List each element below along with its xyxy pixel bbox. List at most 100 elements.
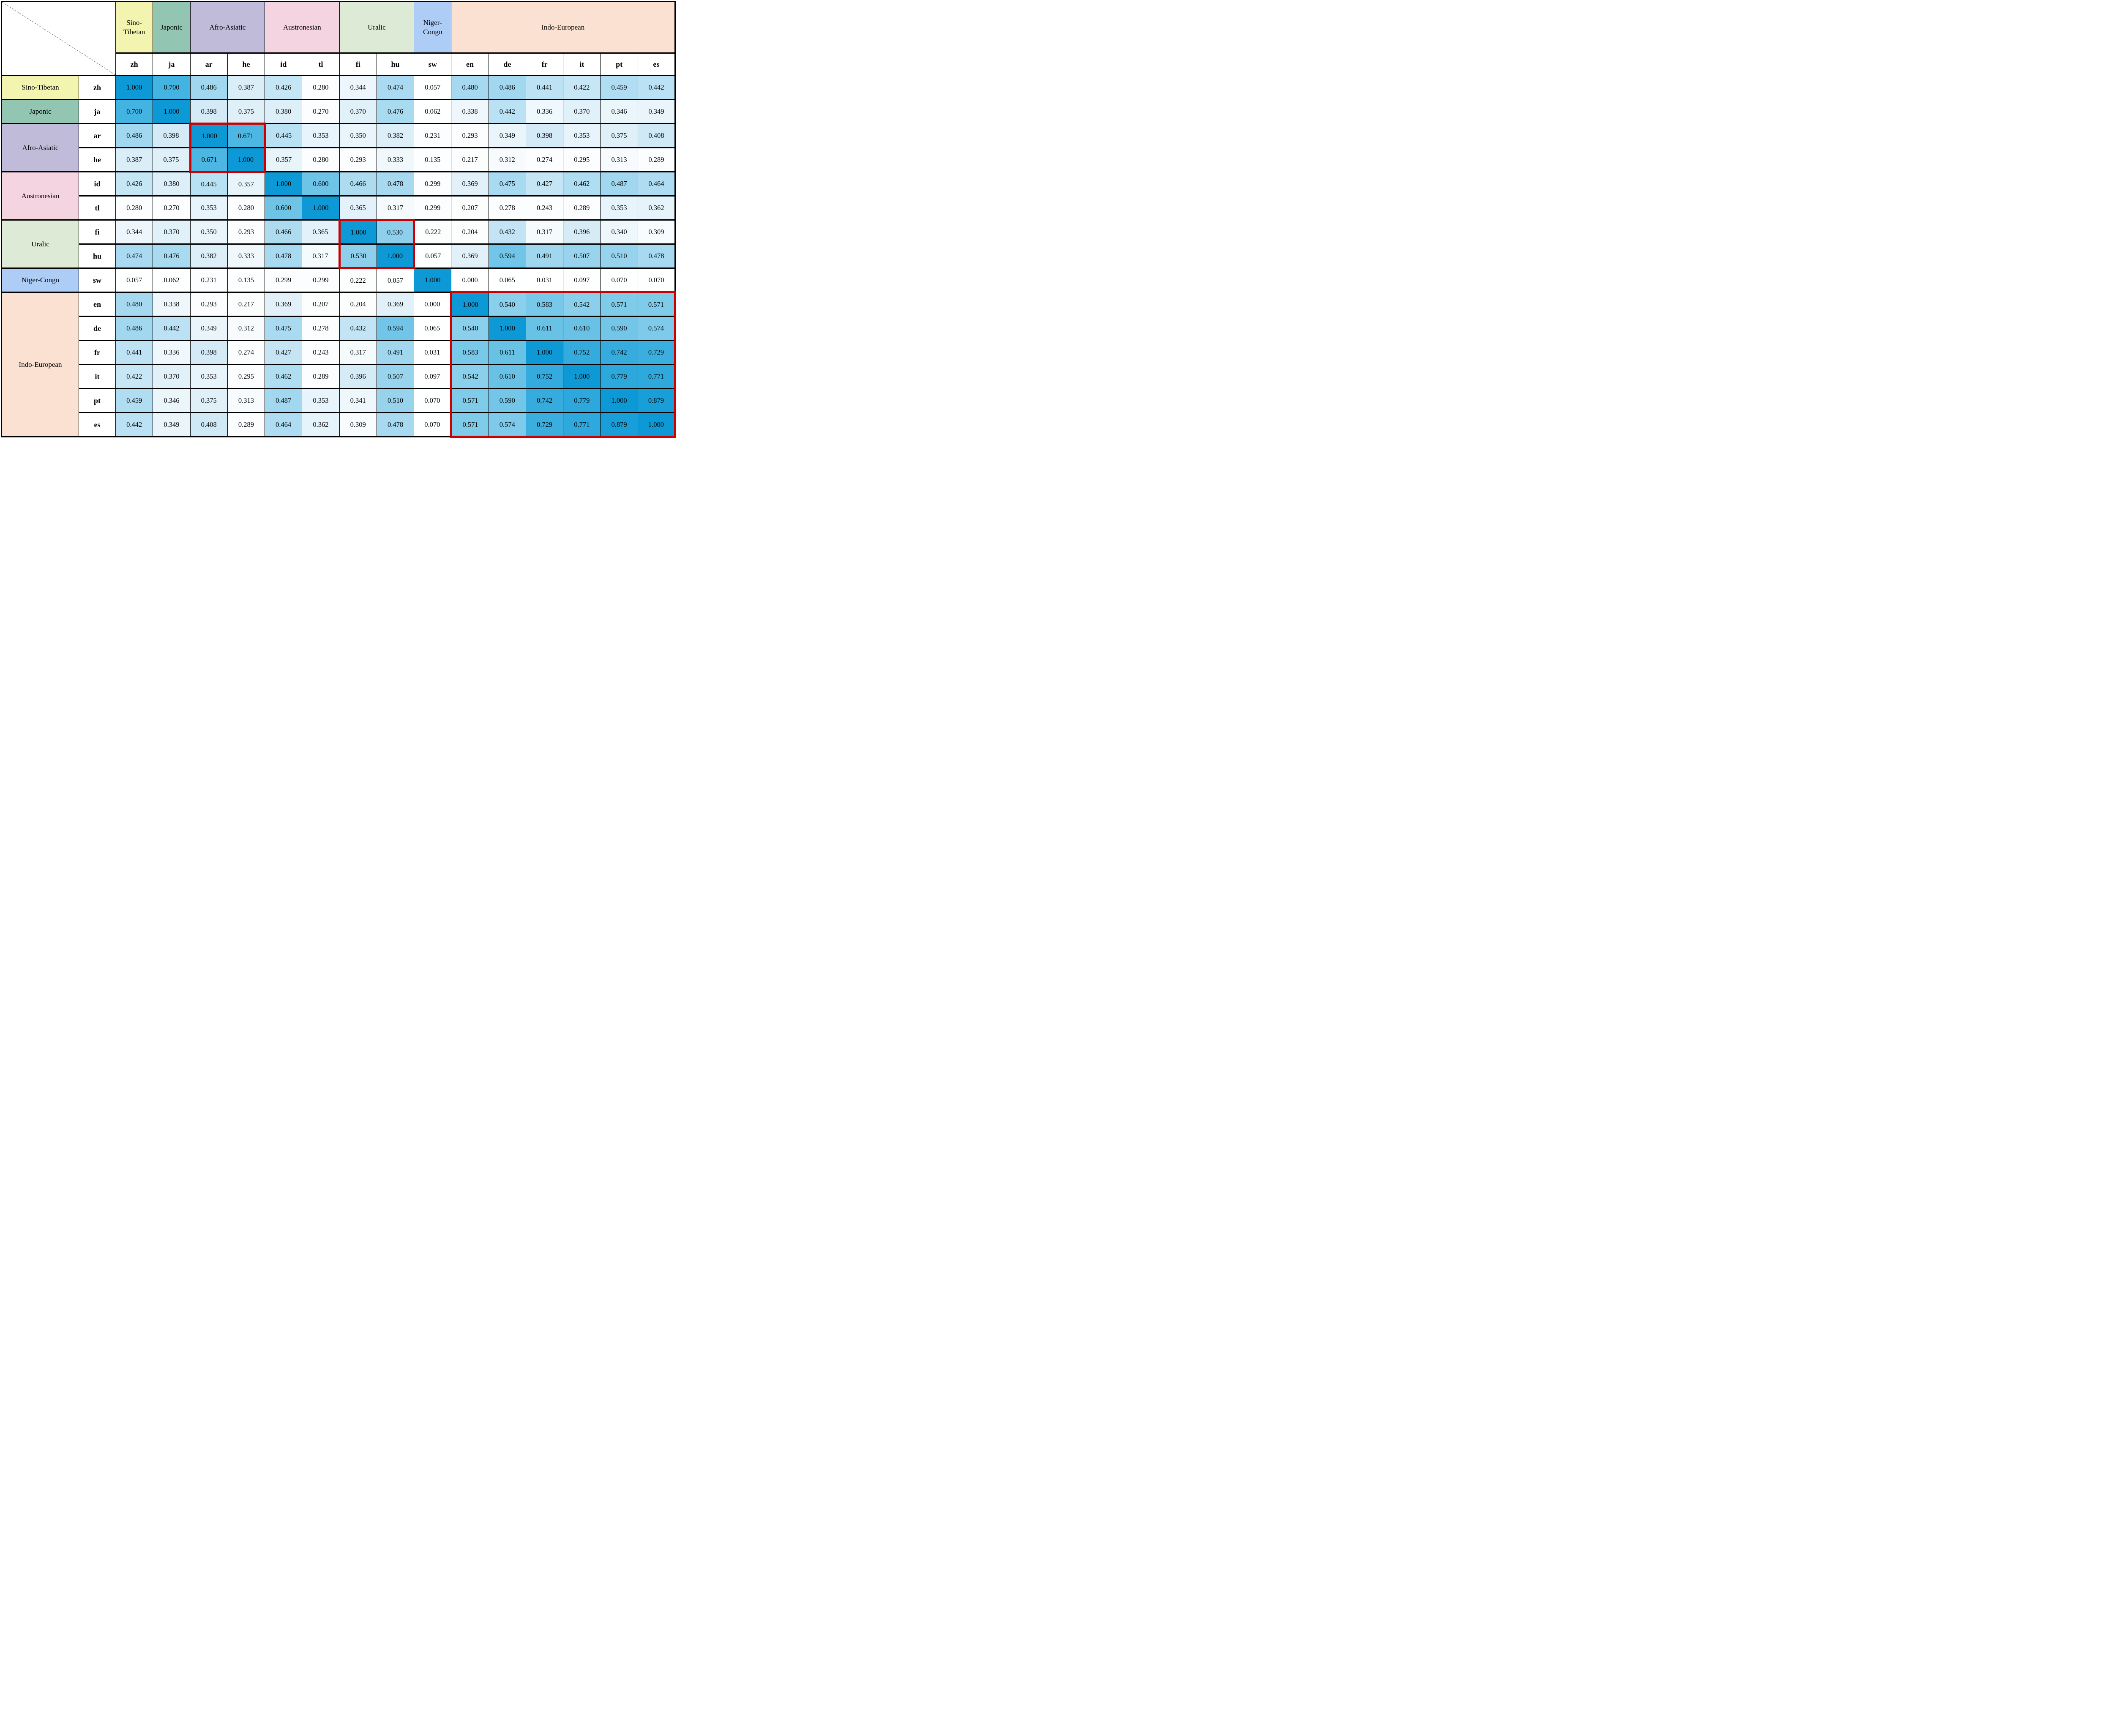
- cell-it-it: 1.000: [563, 364, 601, 389]
- cell-de-pt: 0.590: [600, 316, 638, 341]
- cell-zh-id: 0.426: [265, 75, 303, 100]
- cell-de-it: 0.610: [563, 316, 601, 341]
- cell-en-en: 1.000: [450, 291, 489, 317]
- cell-ja-es: 0.349: [637, 99, 676, 124]
- row-header-de: de: [79, 316, 116, 341]
- row-header-sw: sw: [79, 267, 116, 293]
- cell-en-fr: 0.583: [525, 291, 564, 317]
- col-header-zh: zh: [115, 52, 153, 76]
- cell-id-en: 0.369: [451, 171, 489, 197]
- col-header-he: he: [227, 52, 265, 76]
- cell-hu-id: 0.478: [265, 243, 303, 269]
- cell-id-hu: 0.478: [376, 171, 415, 197]
- row-header-es: es: [79, 412, 116, 437]
- cell-de-de: 1.000: [488, 316, 526, 341]
- cell-pt-hu: 0.510: [376, 388, 415, 413]
- cell-it-fr: 0.752: [525, 364, 564, 389]
- row-header-fr: fr: [79, 340, 116, 365]
- cell-he-fr: 0.274: [525, 147, 564, 172]
- cell-tl-hu: 0.317: [376, 195, 415, 221]
- cell-he-tl: 0.280: [302, 147, 340, 172]
- cell-de-es: 0.574: [637, 316, 677, 341]
- cell-hu-ar: 0.382: [190, 243, 228, 269]
- col-header-es: es: [637, 52, 676, 76]
- cell-he-de: 0.312: [488, 147, 526, 172]
- cell-pt-en: 0.571: [450, 388, 489, 413]
- col-header-id: id: [265, 52, 303, 76]
- cell-it-zh: 0.422: [115, 364, 153, 389]
- cell-zh-fr: 0.441: [525, 75, 564, 100]
- cell-zh-tl: 0.280: [302, 75, 340, 100]
- cell-de-tl: 0.278: [302, 316, 340, 341]
- cell-sw-ar: 0.231: [190, 267, 228, 293]
- cell-pt-he: 0.313: [227, 388, 265, 413]
- family-header-sino-tibetan: Sino-Tibetan: [115, 1, 153, 54]
- cell-tl-ja: 0.270: [153, 195, 191, 221]
- cell-he-id: 0.357: [265, 147, 303, 172]
- cell-it-ja: 0.370: [153, 364, 191, 389]
- cell-en-zh: 0.480: [115, 292, 153, 317]
- cell-sw-sw: 1.000: [414, 267, 452, 293]
- row-header-ar: ar: [79, 123, 116, 148]
- cell-sw-it: 0.097: [563, 267, 601, 293]
- cell-fr-it: 0.752: [563, 340, 601, 365]
- cell-tl-en: 0.207: [451, 195, 489, 221]
- cell-en-hu: 0.369: [376, 292, 415, 317]
- cell-it-ar: 0.353: [190, 364, 228, 389]
- cell-hu-es: 0.478: [637, 243, 676, 269]
- cell-es-fr: 0.729: [525, 412, 564, 438]
- cell-hu-fi: 0.530: [338, 243, 377, 269]
- cell-hu-ja: 0.476: [153, 243, 191, 269]
- cell-pt-de: 0.590: [488, 388, 526, 413]
- cell-id-ar: 0.445: [190, 171, 228, 197]
- cell-es-de: 0.574: [488, 412, 526, 438]
- cell-tl-tl: 1.000: [302, 195, 340, 221]
- family-header-niger-congo: Niger-Congo: [414, 1, 452, 54]
- cell-he-es: 0.289: [637, 147, 676, 172]
- cell-he-he: 1.000: [227, 147, 266, 173]
- cell-ar-sw: 0.231: [414, 123, 452, 148]
- cell-en-tl: 0.207: [302, 292, 340, 317]
- cell-ja-ar: 0.398: [190, 99, 228, 124]
- cell-pt-zh: 0.459: [115, 388, 153, 413]
- cell-fi-de: 0.432: [488, 219, 526, 245]
- cell-ja-he: 0.375: [227, 99, 265, 124]
- cell-he-fi: 0.293: [339, 147, 377, 172]
- cell-hu-it: 0.507: [563, 243, 601, 269]
- cell-de-hu: 0.594: [376, 316, 415, 341]
- cell-hu-tl: 0.317: [302, 243, 340, 269]
- cell-zh-en: 0.480: [451, 75, 489, 100]
- cell-de-sw: 0.065: [414, 316, 452, 341]
- cell-ja-fi: 0.370: [339, 99, 377, 124]
- cell-fi-he: 0.293: [227, 219, 265, 245]
- row-family-label-uralic: Uralic: [1, 219, 79, 269]
- cell-en-fi: 0.204: [339, 292, 377, 317]
- cell-fr-zh: 0.441: [115, 340, 153, 365]
- cell-en-ja: 0.338: [153, 292, 191, 317]
- cell-pt-fi: 0.341: [339, 388, 377, 413]
- cell-sw-pt: 0.070: [600, 267, 638, 293]
- cell-ar-hu: 0.382: [376, 123, 415, 148]
- cell-de-ar: 0.349: [190, 316, 228, 341]
- cell-en-ar: 0.293: [190, 292, 228, 317]
- cell-fi-sw: 0.222: [414, 219, 452, 245]
- cell-id-id: 1.000: [265, 171, 303, 197]
- cell-id-de: 0.475: [488, 171, 526, 197]
- cell-it-pt: 0.779: [600, 364, 638, 389]
- cell-fi-zh: 0.344: [115, 219, 153, 245]
- cell-pt-es: 0.879: [637, 388, 677, 413]
- cell-ja-tl: 0.270: [302, 99, 340, 124]
- cell-fr-sw: 0.031: [414, 340, 452, 365]
- cell-pt-ar: 0.375: [190, 388, 228, 413]
- cell-ja-id: 0.380: [265, 99, 303, 124]
- cell-fr-de: 0.611: [488, 340, 526, 365]
- cell-de-fr: 0.611: [525, 316, 564, 341]
- cell-ja-sw: 0.062: [414, 99, 452, 124]
- cell-pt-id: 0.487: [265, 388, 303, 413]
- cell-fr-hu: 0.491: [376, 340, 415, 365]
- col-header-ja: ja: [153, 52, 191, 76]
- cell-fi-ja: 0.370: [153, 219, 191, 245]
- cell-de-he: 0.312: [227, 316, 265, 341]
- cell-zh-zh: 1.000: [115, 75, 153, 100]
- cell-id-ja: 0.380: [153, 171, 191, 197]
